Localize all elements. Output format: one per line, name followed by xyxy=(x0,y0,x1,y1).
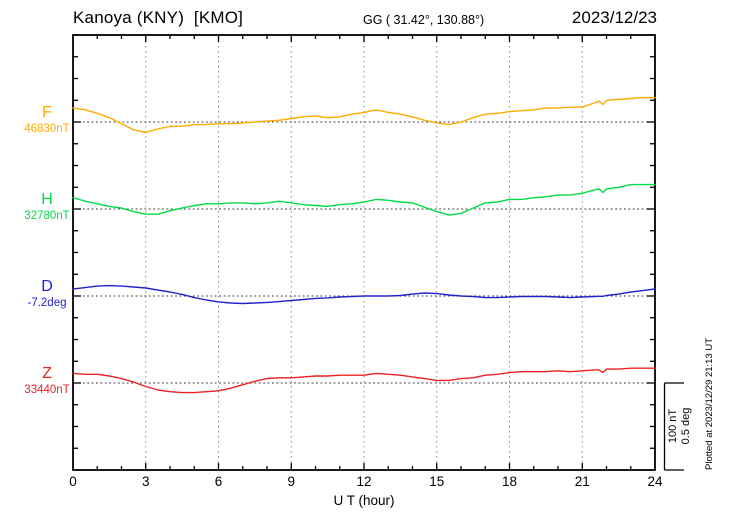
scale-bar-nt-label: 100 nT xyxy=(667,408,679,444)
component-label-D: D -7.2deg xyxy=(2,277,92,310)
scale-bar-deg-label: 0.5 deg xyxy=(679,407,692,445)
geo-coordinates: GG ( 31.42°, 130.88°) xyxy=(363,13,485,27)
plot-date: 2023/12/23 xyxy=(571,8,657,27)
curve-Z xyxy=(72,367,656,394)
station-title: Kanoya (KNY) [KMO] xyxy=(73,8,244,27)
scale-bar-label: 100 nT 0.5 deg xyxy=(667,383,692,469)
plotted-at-note: Plotted at 2023/12/29 21:13 UT xyxy=(704,337,715,470)
x-tick-label: 24 xyxy=(647,474,663,489)
component-letter-Z: Z xyxy=(42,365,52,382)
x-tick-label: 6 xyxy=(214,474,223,489)
component-letter-F: F xyxy=(42,104,52,121)
component-baseline-F: 46830nT xyxy=(24,123,70,135)
component-letter-D: D xyxy=(41,278,53,295)
component-baseline-Z: 33440nT xyxy=(24,384,70,396)
component-label-Z: Z 33440nT xyxy=(2,364,92,397)
component-label-F: F 46830nT xyxy=(2,103,92,136)
x-tick-label: 18 xyxy=(501,474,518,489)
curve-H xyxy=(72,183,656,216)
x-axis-label: U T (hour) xyxy=(333,493,395,508)
plot-frame xyxy=(72,34,656,471)
curve-F xyxy=(72,96,656,134)
component-label-H: H 32780nT xyxy=(2,190,92,223)
component-baseline-H: 32780nT xyxy=(24,210,70,222)
x-tick-label: 0 xyxy=(69,474,77,489)
x-tick-label: 9 xyxy=(287,474,295,489)
x-tick-label: 21 xyxy=(574,474,590,489)
x-tick-label: 3 xyxy=(141,474,150,489)
component-baseline-D: -7.2deg xyxy=(27,297,67,309)
x-tick-label: 12 xyxy=(356,474,372,489)
curve-D xyxy=(72,284,656,305)
component-letter-H: H xyxy=(41,191,53,208)
x-tick-label: 15 xyxy=(429,474,445,489)
